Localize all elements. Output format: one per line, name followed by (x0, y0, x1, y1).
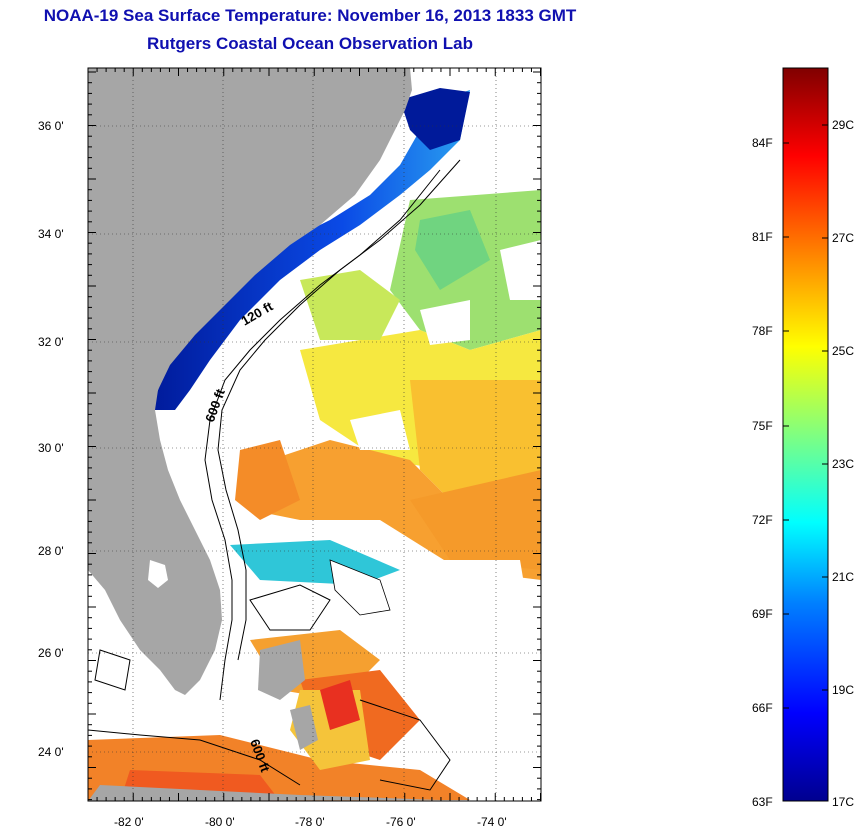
bathymetry-contours (88, 159, 461, 791)
lon-label: -76 0' (386, 815, 416, 829)
colorbar-f-label: 63F (752, 795, 773, 809)
lon-label: -78 0' (295, 815, 325, 829)
lat-label: 32 0' (38, 335, 64, 349)
colorbar-c-label: 29C (832, 118, 855, 132)
colorbar-c-label: 21C (832, 570, 855, 584)
colorbar (782, 67, 829, 802)
cold-shelf-water (150, 90, 470, 410)
land-mass (88, 68, 412, 695)
map-title: NOAA-19 Sea Surface Temperature: Novembe… (43, 6, 577, 25)
lat-label: 24 0' (38, 745, 64, 759)
lon-label: -82 0' (114, 815, 144, 829)
colorbar-c-label: 23C (832, 457, 855, 471)
colorbar-f-label: 72F (752, 513, 773, 527)
lat-label: 28 0' (38, 544, 64, 558)
colorbar-f-label: 78F (752, 324, 773, 338)
lat-label: 30 0' (38, 441, 64, 455)
lon-label: -80 0' (205, 815, 235, 829)
lat-label: 26 0' (38, 646, 64, 660)
colorbar-f-label: 84F (752, 136, 773, 150)
map-subtitle: Rutgers Coastal Ocean Observation Lab (147, 34, 473, 53)
colorbar-f-label: 81F (752, 230, 773, 244)
colorbar-f-label: 75F (752, 419, 773, 433)
lat-label: 36 0' (38, 119, 64, 133)
colorbar-f-label: 69F (752, 607, 773, 621)
sst-field (88, 190, 541, 801)
colorbar-c-label: 19C (832, 683, 855, 697)
colorbar-ticks (783, 124, 828, 709)
island (258, 640, 305, 700)
colorbar-f-label: 66F (752, 701, 773, 715)
colorbar-c-label: 27C (832, 231, 855, 245)
colorbar-c-label: 17C (832, 795, 855, 809)
colorbar-c-label: 25C (832, 344, 855, 358)
axis-ticks (87, 68, 541, 801)
lat-label: 34 0' (38, 227, 64, 241)
lon-label: -74 0' (477, 815, 507, 829)
